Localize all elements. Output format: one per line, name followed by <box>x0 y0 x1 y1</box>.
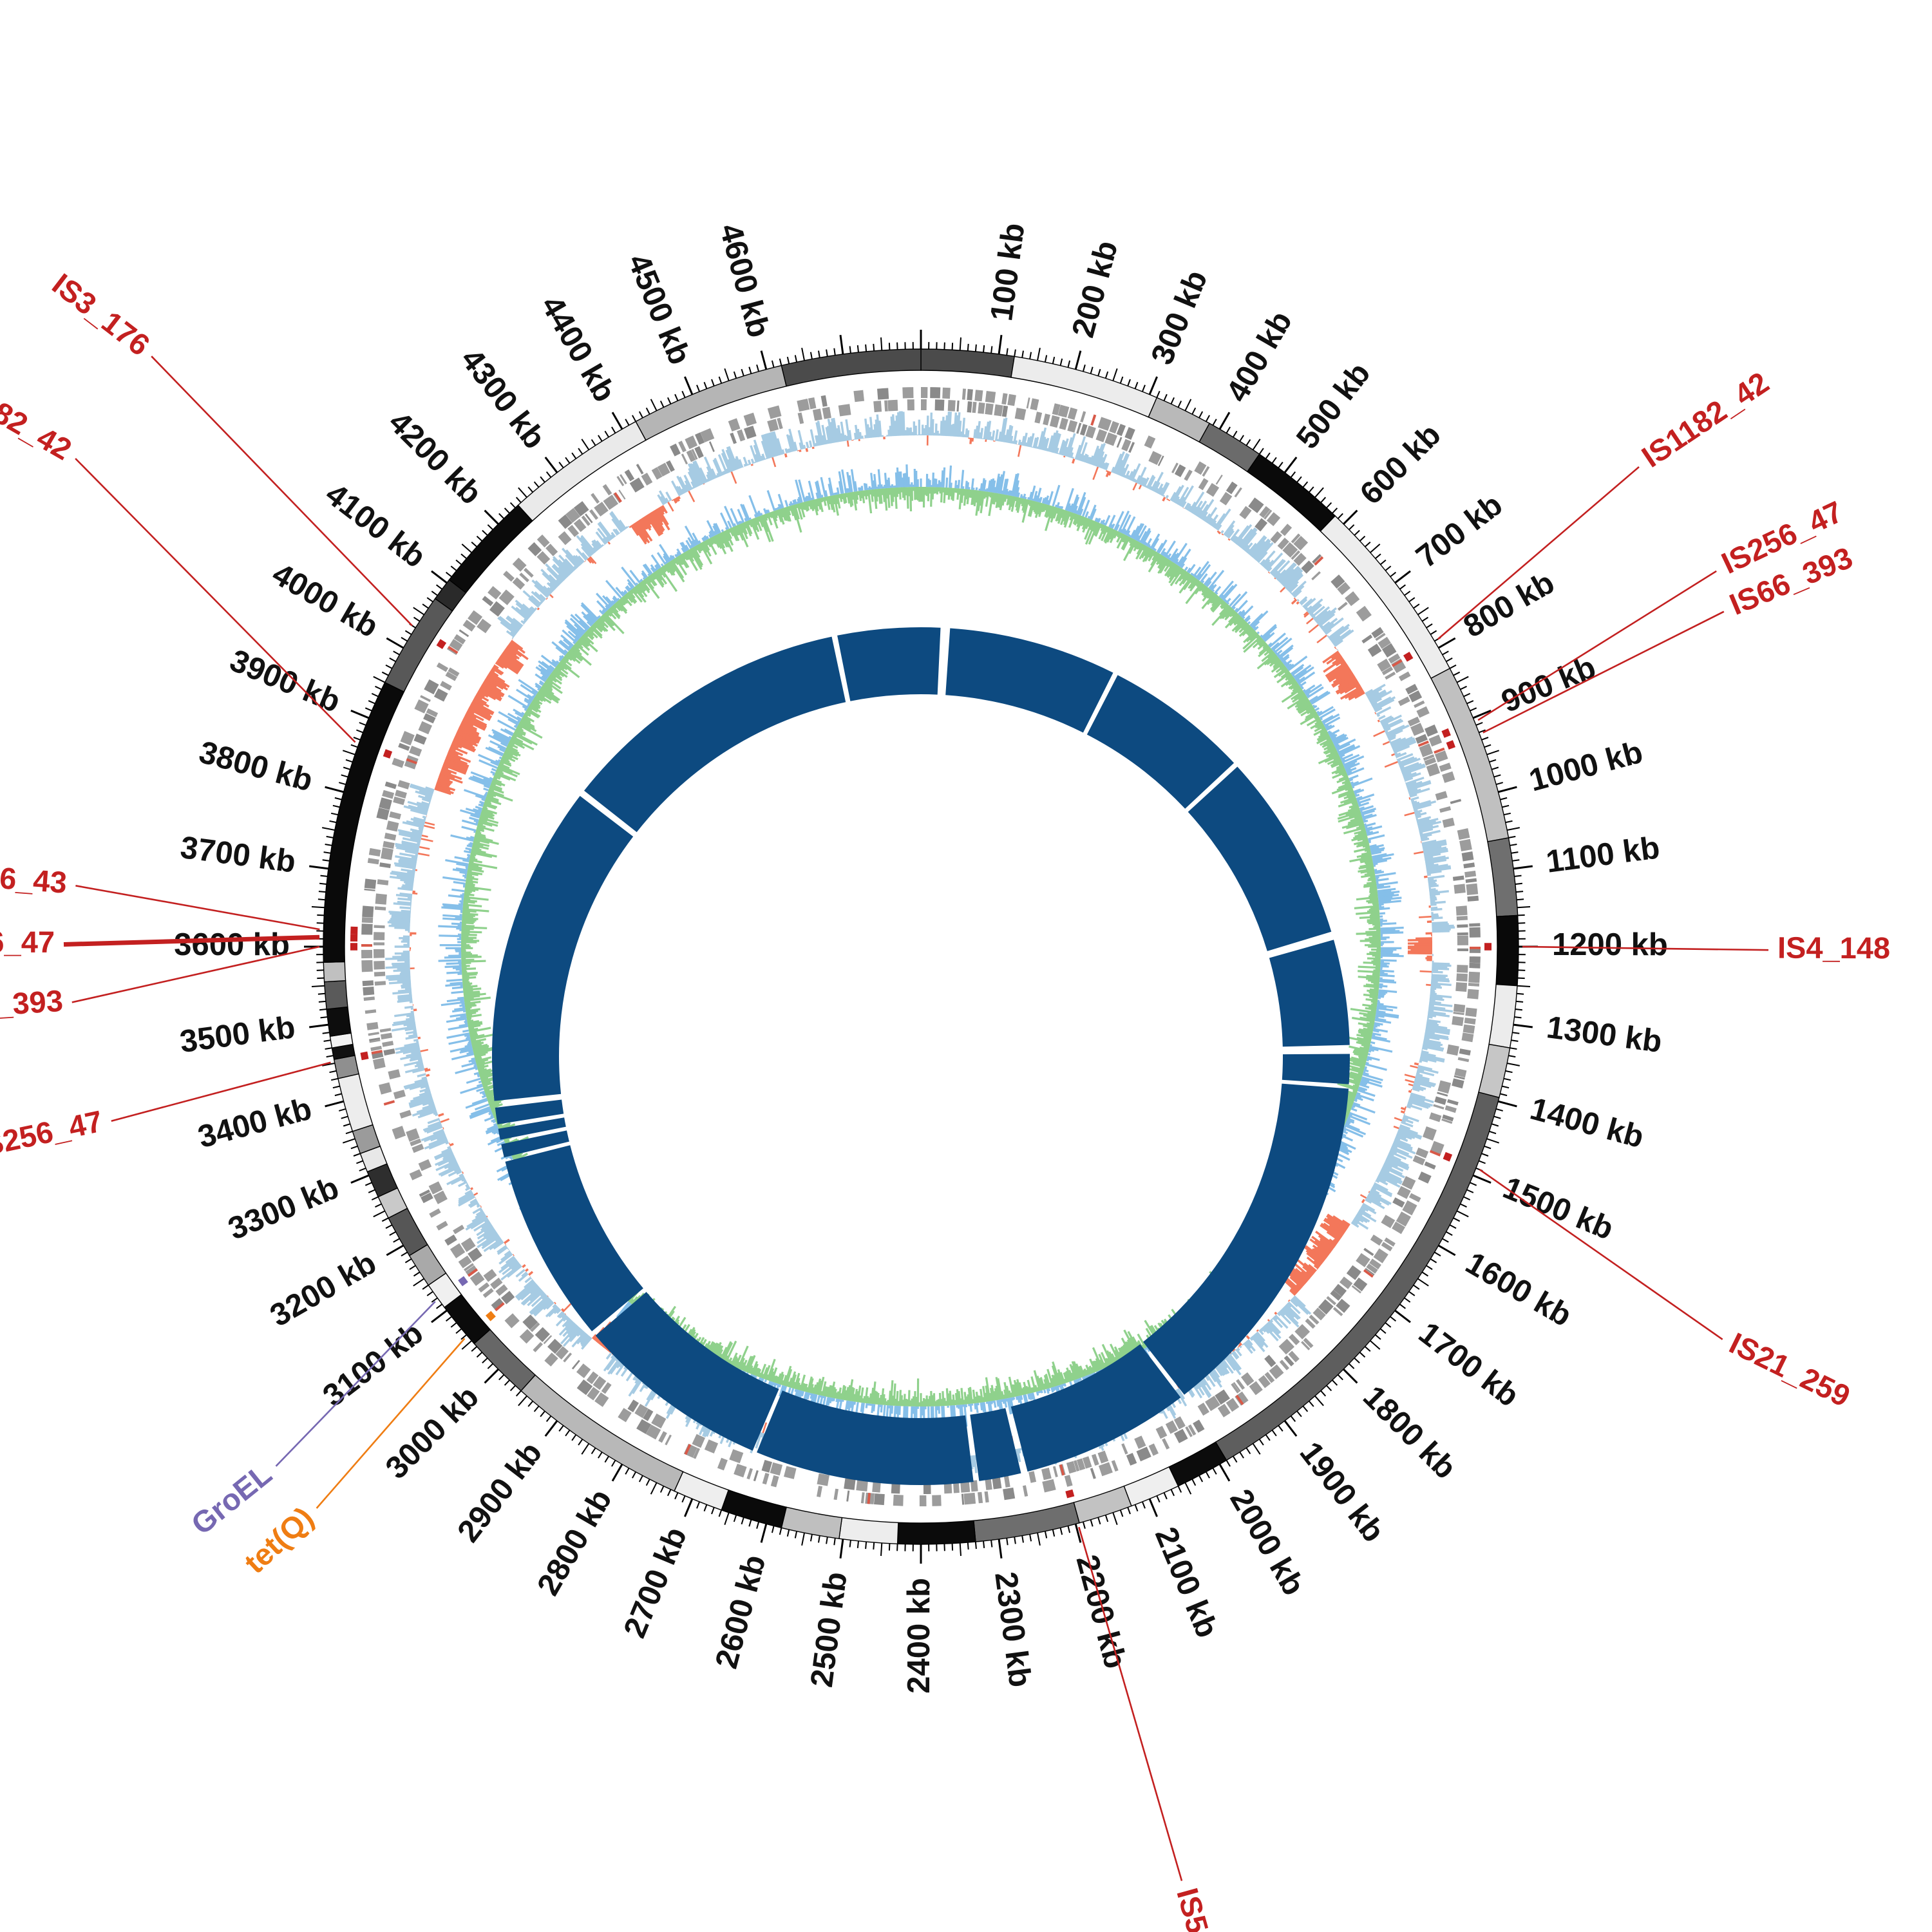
contig-ring <box>323 348 1519 1545</box>
tick-label: 1400 kb <box>1526 1092 1647 1155</box>
tick-label: 4100 kb <box>319 477 432 574</box>
gc-skew-ring <box>438 464 1404 1430</box>
annotation-leaders <box>63 355 1769 1881</box>
annotation-label: IS1182_42 <box>0 365 77 466</box>
annotation-label: IS3_176 <box>46 267 156 363</box>
tick-label: 500 kb <box>1290 356 1378 455</box>
tick-label: 100 kb <box>984 221 1031 323</box>
tick-label: 1200 kb <box>1552 927 1668 962</box>
tick-label: 1800 kb <box>1356 1379 1463 1486</box>
tick-label: 400 kb <box>1220 305 1299 408</box>
annotation-label: tet(Q) <box>238 1500 320 1580</box>
tick-label: 2400 kb <box>902 1578 936 1694</box>
annotation-label: IS256_47 <box>0 925 55 959</box>
tick-label: 4400 kb <box>534 290 622 408</box>
tick-label: 2700 kb <box>617 1522 694 1643</box>
tick-label: 2100 kb <box>1148 1522 1225 1643</box>
tick-label: 2800 kb <box>531 1484 619 1602</box>
tick-label: 300 kb <box>1144 265 1214 370</box>
tick-label: 2300 kb <box>988 1570 1037 1689</box>
tick-label: 3300 kb <box>223 1170 344 1247</box>
tick-label: 200 kb <box>1066 237 1125 341</box>
tick-label: 4500 kb <box>621 249 697 370</box>
tick-label: 2600 kb <box>709 1551 773 1672</box>
tick-label: 4000 kb <box>267 556 384 645</box>
tick-label: 3000 kb <box>379 1379 486 1486</box>
gene-annotation-ring <box>361 387 1481 1507</box>
tick-label: 3900 kb <box>225 643 345 719</box>
annotation-label: IS1182_42 <box>1636 365 1775 474</box>
tick-label: 1700 kb <box>1412 1316 1526 1414</box>
tick-label: 1100 kb <box>1544 830 1662 880</box>
tick-label: 1000 kb <box>1526 735 1647 799</box>
scale-ticks <box>304 330 1538 1564</box>
tick-label: 2500 kb <box>804 1570 854 1689</box>
tick-label: 3400 kb <box>194 1092 316 1155</box>
tick-label: 2900 kb <box>451 1435 549 1549</box>
annotation-label: IS66_393 <box>0 983 64 1026</box>
tick-label: 3500 kb <box>178 1010 297 1059</box>
annotation-label: IS256_47 <box>0 1104 106 1164</box>
annotation-label: IS5_226 <box>1170 1884 1233 1932</box>
tick-label: 3200 kb <box>265 1245 383 1334</box>
tick-label: 3600 kb <box>174 927 290 962</box>
annotation-label: GroEL <box>185 1457 278 1541</box>
annotation-label: IS4_148 <box>1777 931 1890 965</box>
tick-label: 1600 kb <box>1460 1245 1578 1334</box>
alignment-ring <box>491 627 1350 1486</box>
tick-label: 1300 kb <box>1544 1010 1663 1059</box>
annotation-label: IS21_259 <box>1724 1325 1855 1413</box>
tick-label: 700 kb <box>1410 488 1509 575</box>
tick-label: 2000 kb <box>1223 1484 1311 1602</box>
tick-label: 4200 kb <box>382 405 488 511</box>
tick-label: 4300 kb <box>454 343 552 456</box>
tick-label: 600 kb <box>1354 417 1448 511</box>
tick-label: 1500 kb <box>1498 1170 1618 1247</box>
annotation-markers <box>350 639 1492 1499</box>
tick-label: 2200 kb <box>1069 1551 1133 1672</box>
tick-label: 1900 kb <box>1293 1435 1391 1549</box>
tick-label: 3800 kb <box>196 735 317 799</box>
annotation-label: IS66_43 <box>0 857 68 899</box>
tick-label: 4600 kb <box>713 220 777 341</box>
tick-label: 900 kb <box>1497 650 1601 719</box>
tick-label: 3700 kb <box>178 830 298 880</box>
